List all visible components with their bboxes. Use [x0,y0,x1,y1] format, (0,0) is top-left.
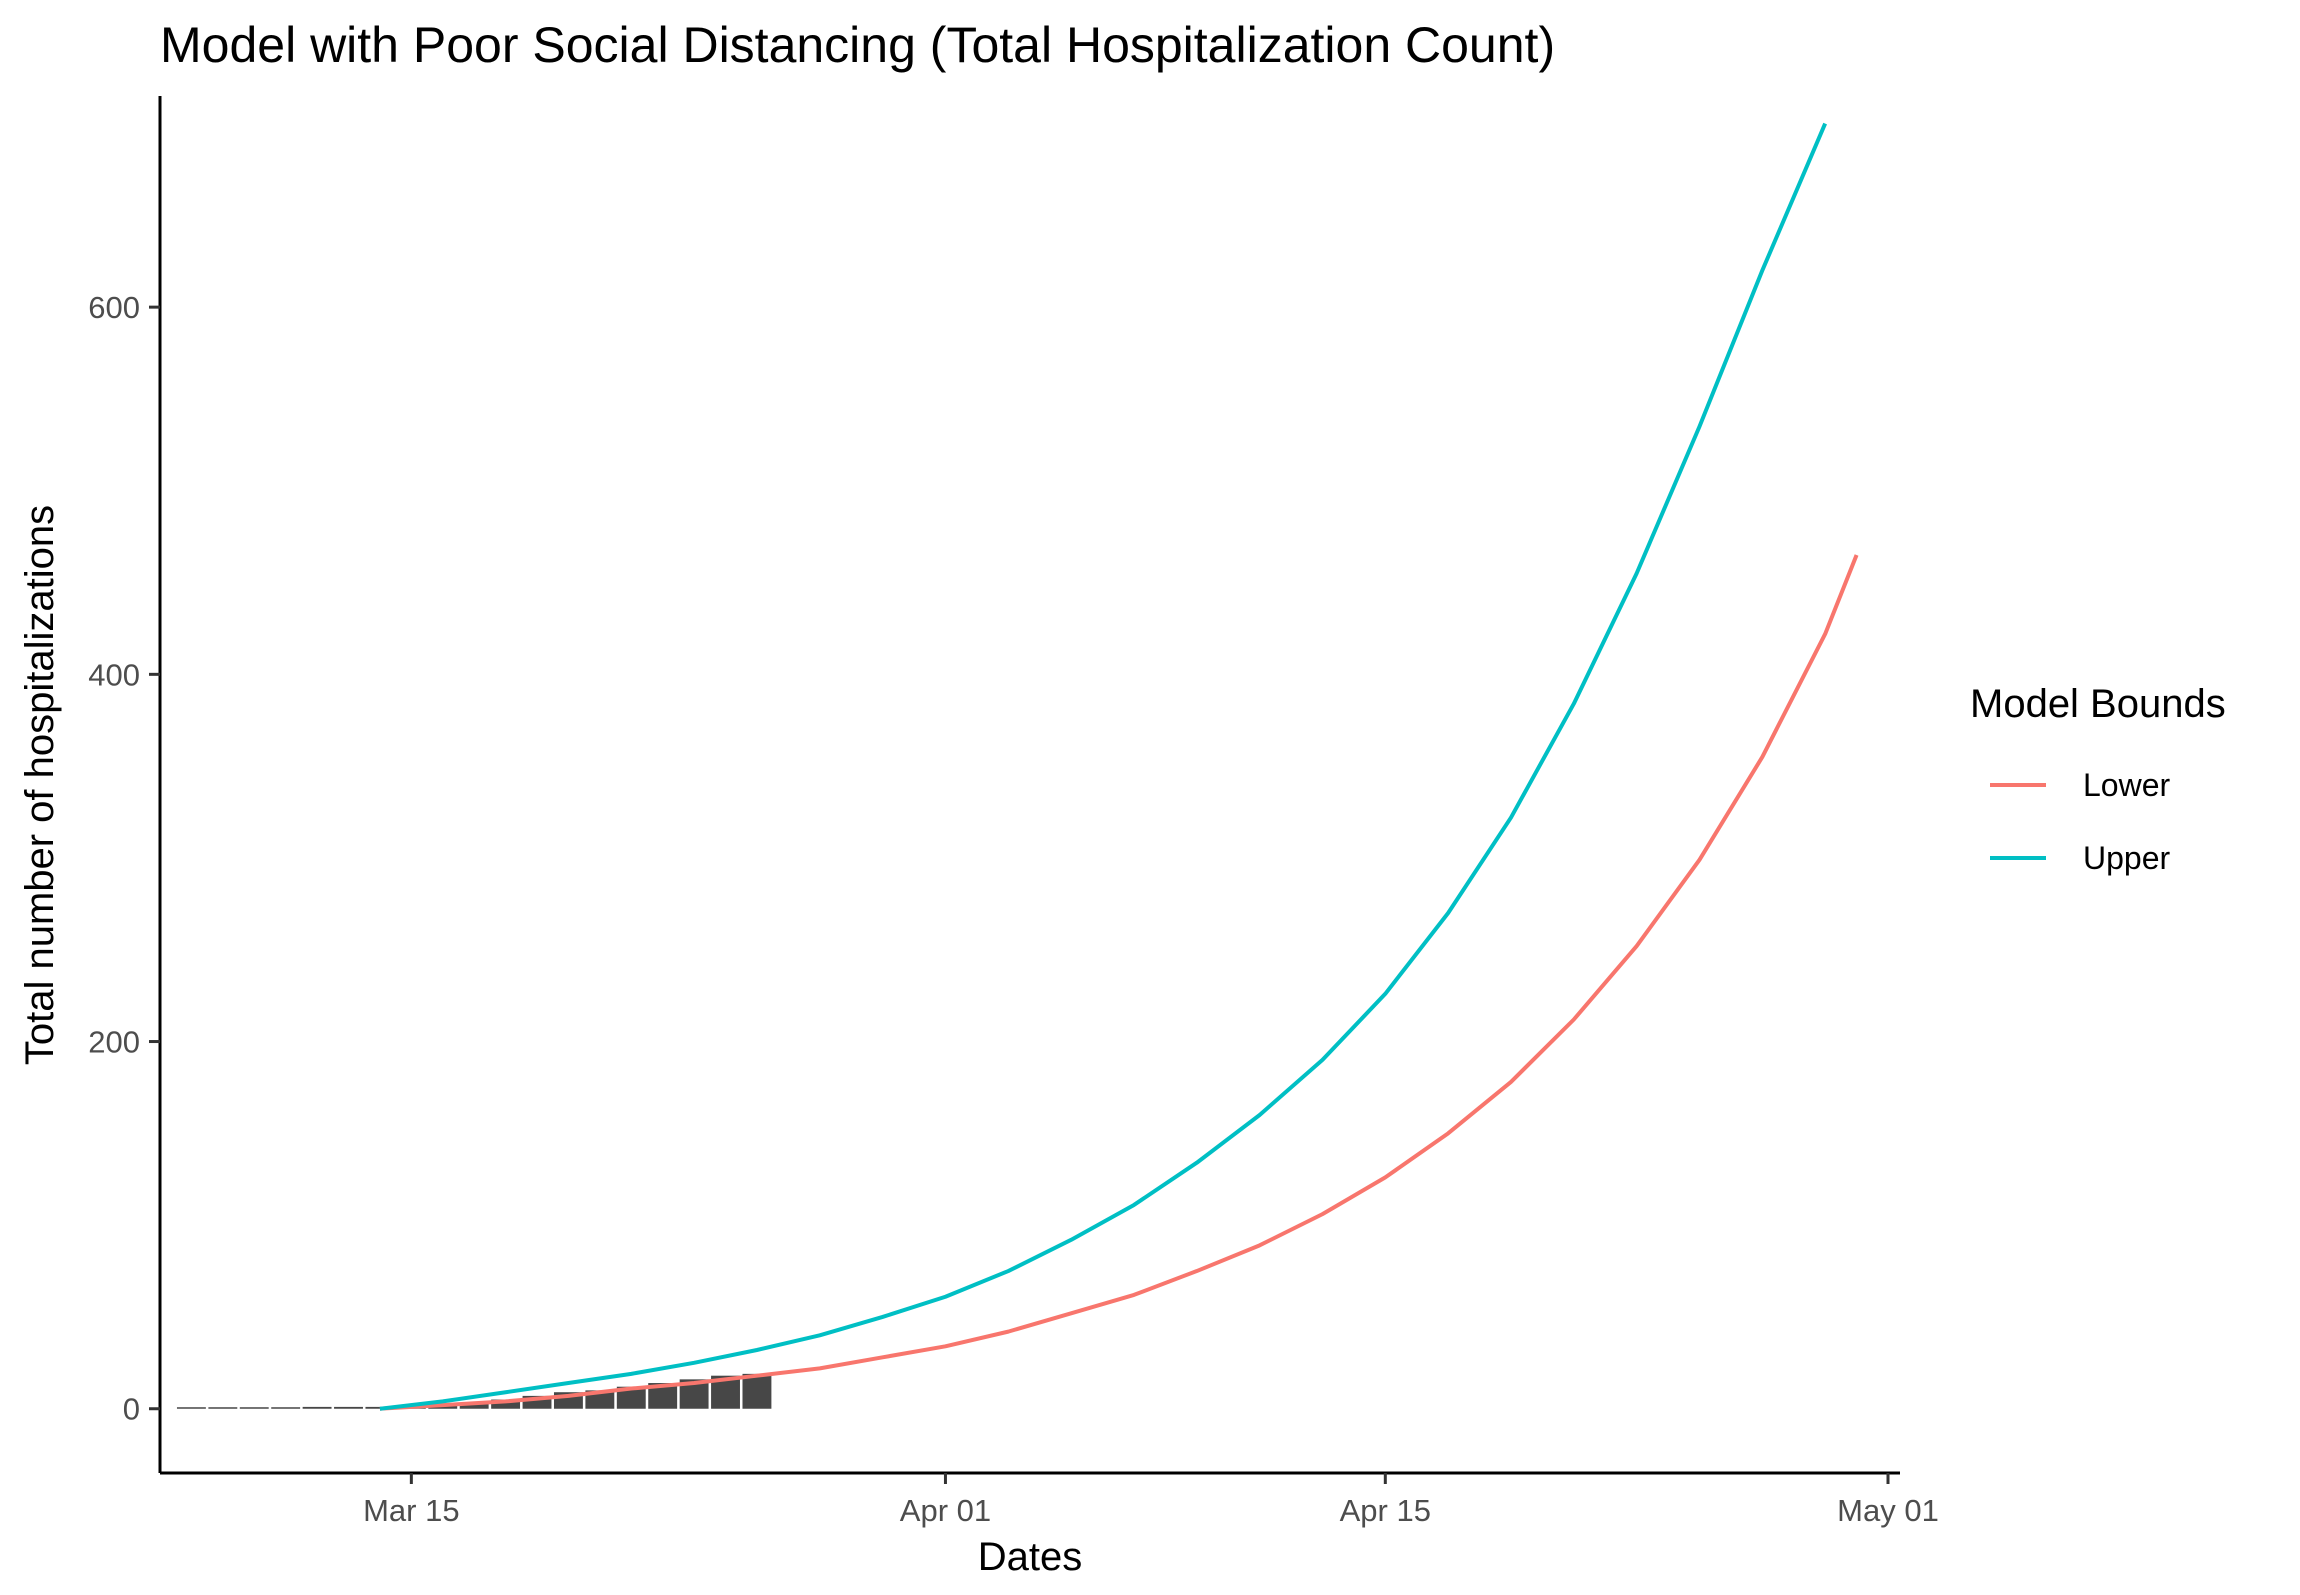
observed-bar-18 [742,1373,772,1409]
y-axis-title: Total number of hospitalizations [18,505,62,1065]
legend-label-lower: Lower [2083,767,2171,803]
observed-bar-10 [491,1399,521,1409]
observed-bar-1 [208,1407,238,1409]
x-tick-label: May 01 [1837,1493,1939,1528]
x-tick-label: Mar 15 [363,1493,459,1528]
x-tick-label: Apr 15 [1340,1493,1431,1528]
observed-bar-9 [459,1403,489,1409]
observed-bar-2 [239,1407,269,1409]
legend: Model Bounds Lower Upper [1970,682,2226,876]
legend-label-upper: Upper [2083,840,2171,876]
observed-bar-5 [334,1406,363,1409]
observed-bar-0 [176,1407,206,1409]
x-tick-label: Apr 01 [900,1493,991,1528]
y-tick-label: 200 [88,1025,140,1060]
y-axis-ticks: 0 200 400 600 [88,290,160,1427]
y-tick-label: 0 [123,1392,140,1427]
x-axis-ticks: Mar 15 Apr 01 Apr 15 May 01 [363,1473,1939,1528]
y-tick-label: 600 [88,290,140,325]
x-axis-title: Dates [978,1535,1083,1579]
model-series [379,122,1859,1411]
observed-bar-4 [302,1406,332,1409]
series-line-upper [379,122,1827,1411]
y-tick-label: 400 [88,657,140,692]
chart-title: Model with Poor Social Distancing (Total… [160,17,1555,73]
observed-bar-3 [271,1407,301,1409]
observed-bar-14 [616,1386,646,1409]
legend-entries: Lower Upper [1990,767,2171,876]
series-line-lower [379,554,1859,1411]
legend-title: Model Bounds [1970,682,2226,726]
